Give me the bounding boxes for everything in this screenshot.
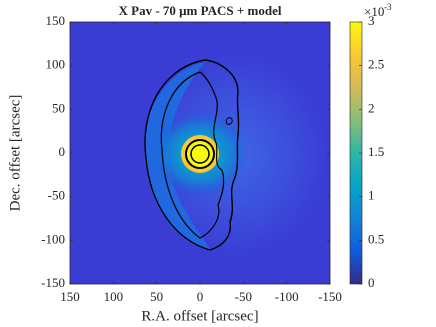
colorbar-tick-label: 2 bbox=[368, 100, 375, 115]
x-tick-label: 150 bbox=[60, 289, 80, 304]
colorbar-tick-label: 0 bbox=[368, 275, 375, 290]
y-tick-label: 0 bbox=[59, 144, 66, 159]
x-tick-label: 0 bbox=[197, 289, 204, 304]
map-image bbox=[70, 22, 330, 284]
y-tick-label: 50 bbox=[52, 100, 65, 115]
y-tick-label: -100 bbox=[41, 231, 65, 246]
y-tick-label: 100 bbox=[46, 57, 66, 72]
y-tick-label: -50 bbox=[48, 188, 65, 203]
x-tick-label: -100 bbox=[275, 289, 299, 304]
x-tick-label: -50 bbox=[235, 289, 252, 304]
colorbar-tick-label: 2.5 bbox=[368, 57, 384, 72]
y-axis-label: Dec. offset [arcsec] bbox=[7, 95, 23, 212]
colorbar-scale-exponent: -3 bbox=[384, 2, 392, 12]
y-tick-label: 150 bbox=[46, 13, 66, 28]
colorbar-scale-base: ×10 bbox=[364, 4, 384, 19]
colorbar-tick-label: 3 bbox=[368, 13, 375, 28]
colorbar-tick-label: 0.5 bbox=[368, 231, 384, 246]
colorbar-tick-label: 1 bbox=[368, 188, 375, 203]
x-tick-label: 50 bbox=[150, 289, 163, 304]
x-tick-label: -150 bbox=[318, 289, 342, 304]
x-tick-label: 100 bbox=[104, 289, 124, 304]
chart-title: X Pav - 70 μm PACS + model bbox=[119, 3, 282, 18]
y-tick-label: -150 bbox=[41, 275, 65, 290]
x-axis-label: R.A. offset [arcsec] bbox=[141, 308, 258, 324]
colorbar-tick-label: 1.5 bbox=[368, 144, 384, 159]
